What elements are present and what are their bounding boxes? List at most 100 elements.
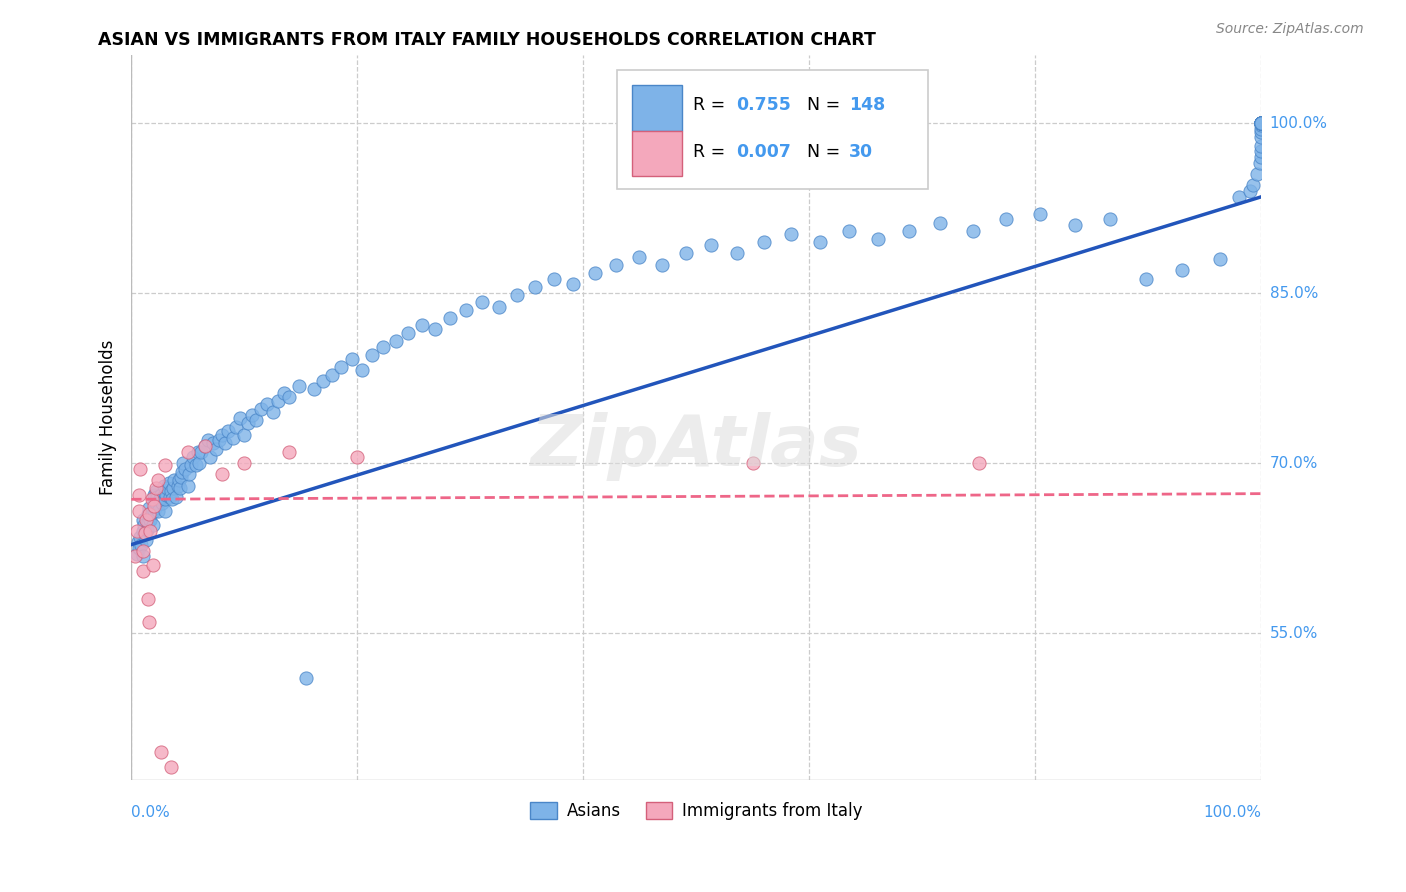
Point [169, 481, 191, 495]
Point [145, 481, 167, 495]
Point [250, 401, 273, 416]
Point [141, 505, 163, 519]
Point [1250, 116, 1272, 130]
Point [201, 435, 224, 450]
Point [194, 439, 217, 453]
Point [190, 444, 212, 458]
Point [675, 246, 697, 260]
Point [148, 473, 170, 487]
Point [214, 435, 236, 450]
Point [128, 503, 150, 517]
Text: 85.0%: 85.0% [1270, 285, 1317, 301]
Y-axis label: Family Households: Family Households [100, 340, 117, 495]
Point [233, 456, 256, 470]
Point [295, 671, 318, 685]
Point [340, 351, 363, 366]
Point [187, 444, 209, 458]
Point [808, 235, 831, 249]
Point [321, 368, 343, 382]
Point [188, 841, 211, 855]
Point [304, 383, 326, 397]
Text: N =: N = [807, 143, 846, 161]
Point [156, 481, 179, 495]
Point [605, 258, 627, 272]
Text: 30: 30 [849, 143, 873, 161]
Point [1208, 252, 1230, 266]
Point [725, 246, 748, 260]
Point [157, 476, 180, 491]
Text: 0.007: 0.007 [735, 143, 790, 161]
Point [1250, 121, 1272, 136]
Point [139, 513, 162, 527]
Point [278, 390, 301, 404]
Point [1064, 218, 1087, 232]
Point [1250, 116, 1272, 130]
Point [172, 465, 194, 479]
Point [129, 530, 152, 544]
Point [1250, 116, 1272, 130]
Point [127, 535, 149, 549]
Point [627, 250, 650, 264]
Point [138, 501, 160, 516]
Point [471, 295, 494, 310]
Point [245, 413, 267, 427]
Point [188, 456, 211, 470]
Point [142, 558, 165, 572]
Point [134, 526, 156, 541]
Point [454, 303, 477, 318]
Point [741, 456, 763, 470]
Point [1250, 116, 1272, 130]
Text: 70.0%: 70.0% [1270, 456, 1317, 471]
Point [155, 488, 177, 502]
Point [262, 405, 284, 419]
Point [131, 544, 153, 558]
Point [141, 492, 163, 507]
Point [152, 490, 174, 504]
Point [159, 484, 181, 499]
Point [1250, 116, 1272, 130]
Point [125, 524, 148, 538]
Point [217, 425, 239, 439]
Point [183, 450, 205, 465]
Point [1250, 116, 1272, 130]
Point [562, 277, 585, 291]
Point [505, 288, 527, 302]
Point [1249, 155, 1271, 169]
Point [1250, 138, 1272, 153]
Point [425, 322, 447, 336]
Point [208, 434, 231, 448]
Point [994, 212, 1017, 227]
Text: 0.755: 0.755 [735, 96, 790, 114]
Point [124, 549, 146, 563]
Point [1029, 207, 1052, 221]
Point [439, 311, 461, 326]
Point [897, 224, 920, 238]
Point [145, 496, 167, 510]
Point [172, 456, 194, 470]
Point [135, 513, 157, 527]
Point [1135, 272, 1157, 286]
Text: ASIAN VS IMMIGRANTS FROM ITALY FAMILY HOUSEHOLDS CORRELATION CHART: ASIAN VS IMMIGRANTS FROM ITALY FAMILY HO… [98, 31, 876, 49]
Point [150, 496, 173, 510]
Point [129, 461, 152, 475]
Point [1250, 125, 1272, 139]
FancyBboxPatch shape [631, 130, 682, 177]
Point [148, 503, 170, 517]
Point [149, 745, 172, 759]
Text: 100.0%: 100.0% [1270, 116, 1327, 130]
Point [523, 280, 546, 294]
Point [131, 524, 153, 538]
Point [125, 547, 148, 561]
Point [166, 490, 188, 504]
Text: R =: R = [693, 96, 731, 114]
Point [174, 461, 197, 475]
Point [180, 458, 202, 473]
Point [229, 410, 252, 425]
Point [411, 318, 433, 332]
Point [136, 515, 159, 529]
Point [929, 216, 952, 230]
Point [153, 503, 176, 517]
Point [163, 473, 186, 487]
Point [160, 492, 183, 507]
Text: 0.0%: 0.0% [131, 805, 170, 821]
